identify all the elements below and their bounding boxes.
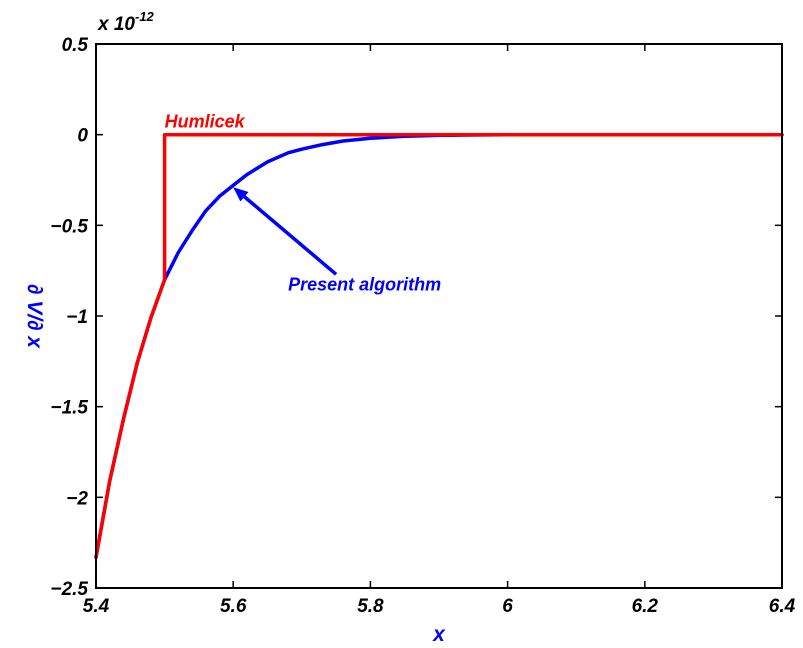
y-tick-label: 0: [77, 126, 88, 147]
y-tick-label: −1.5: [50, 398, 88, 419]
series-humlicek-line: [94, 132, 784, 559]
x-axis-label: x: [432, 623, 446, 646]
y-tick-label: 0.5: [62, 35, 89, 56]
y-tick-label: −1: [66, 307, 88, 328]
y-exponent-label: x 10-12: [97, 9, 155, 35]
x-tick-label: 6.2: [632, 596, 659, 617]
present-algorithm-label: Present algorithm: [288, 275, 441, 295]
arrow-head: [233, 187, 249, 202]
series-layer: [94, 132, 784, 559]
x-tick-label: 5.8: [357, 596, 384, 617]
y-axis-label: ∂ V/∂ x: [23, 284, 46, 349]
x-tick-label: 5.4: [83, 596, 110, 617]
plot-frame: [95, 43, 783, 589]
ticks-layer: 5.4 5.6 5.8 6 6.2 6.4 0.5 0 −0.5 −1 −1.5 −2 −2.5: [50, 35, 795, 617]
y-tick-label: −2: [66, 488, 88, 509]
annotation-layer: Humlicek Present algorithm: [165, 111, 442, 294]
y-tick-label: −0.5: [50, 216, 88, 237]
x-tick-label: 6.4: [769, 596, 796, 617]
humlicek-label: Humlicek: [165, 111, 246, 131]
x-tick-label: 6: [502, 596, 513, 617]
y-tick-label: −2.5: [50, 579, 88, 600]
arrow-shaft: [240, 193, 338, 276]
x-tick-label: 5.6: [220, 596, 247, 617]
